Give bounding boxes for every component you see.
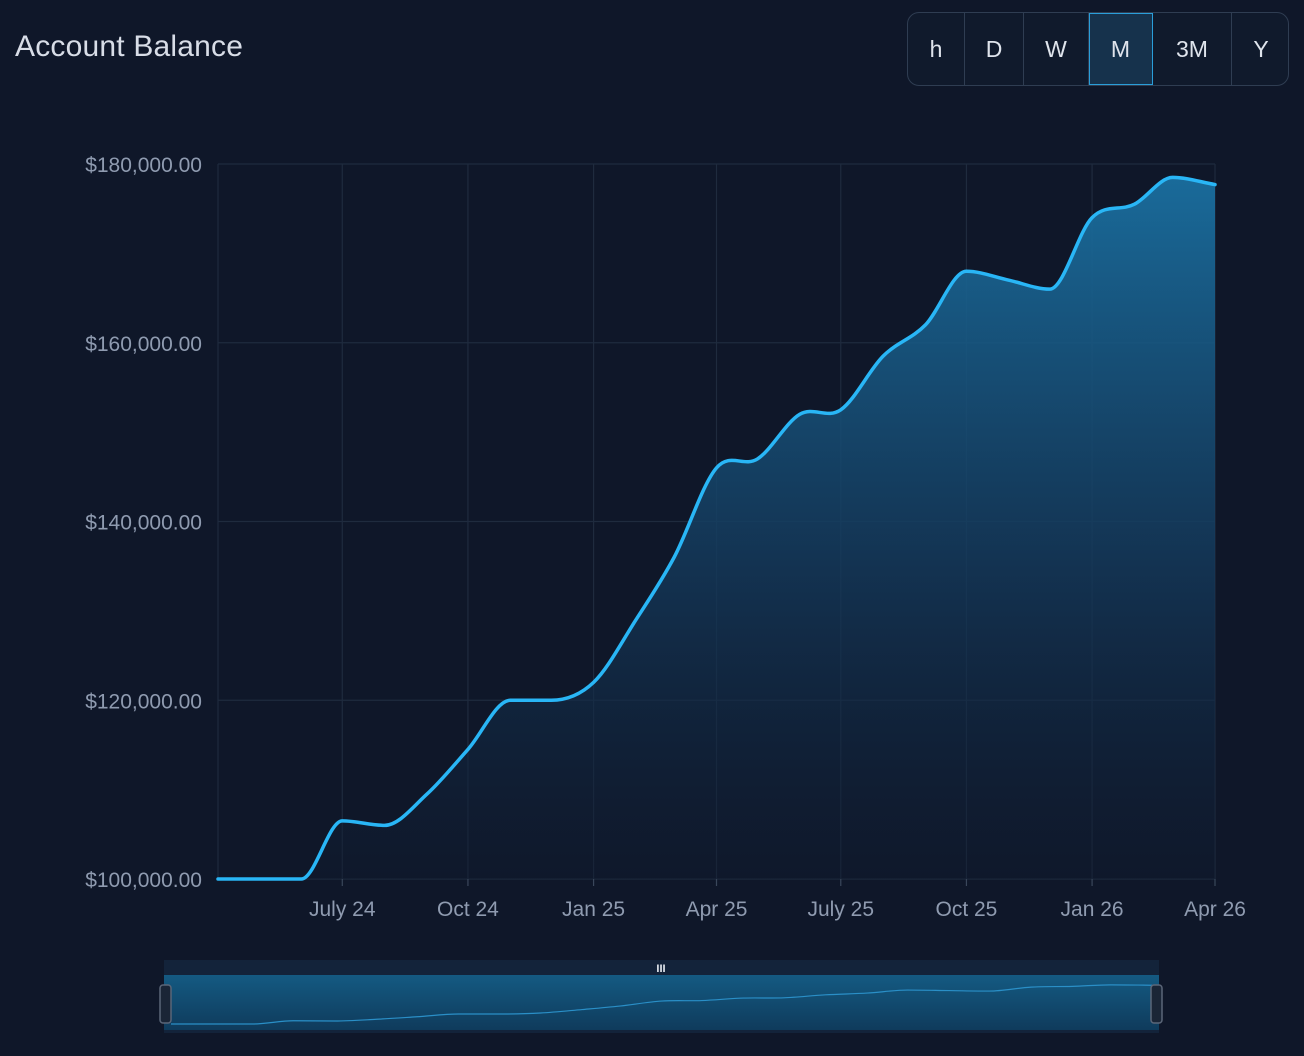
balance-line — [216, 175, 1217, 881]
x-tick-label: Jan 26 — [1061, 898, 1124, 921]
chart-title: Account Balance — [15, 30, 244, 63]
y-axis: $100,000.00 $120,000.00 $140,000.00 $160,00… — [85, 154, 202, 892]
series-area — [218, 177, 1215, 879]
range-button-3m[interactable]: 3M — [1153, 13, 1232, 85]
y-tick-label: $180,000.00 — [85, 154, 202, 177]
range-button-m[interactable]: M — [1089, 13, 1153, 85]
range-selector: h D W M 3M Y — [907, 12, 1289, 86]
x-tick-label: Oct 24 — [437, 898, 499, 921]
x-axis: July 24 Oct 24 Jan 25 Apr 25 July 25 Oct 25 Ja… — [309, 879, 1246, 921]
range-button-w[interactable]: W — [1024, 13, 1089, 85]
navigator-right-handle[interactable] — [1150, 984, 1163, 1024]
x-tick-label: Apr 26 — [1184, 898, 1246, 921]
navigator-window[interactable] — [164, 975, 1159, 1030]
y-tick-label: $100,000.00 — [85, 869, 202, 892]
x-tick-label: Apr 25 — [686, 898, 748, 921]
navigator-grip[interactable]: III — [656, 963, 665, 975]
y-tick-label: $140,000.00 — [85, 512, 202, 535]
series-line — [216, 175, 1217, 881]
navigator-left-handle[interactable] — [159, 984, 172, 1024]
range-button-h[interactable]: h — [908, 13, 965, 85]
balance-area — [218, 177, 1215, 879]
range-button-y[interactable]: Y — [1253, 35, 1269, 62]
x-tick-label: Oct 25 — [935, 898, 997, 921]
x-tick-label: July 24 — [309, 898, 376, 921]
navigator-line — [170, 984, 1153, 1025]
x-tick-label: Jan 25 — [562, 898, 625, 921]
range-navigator[interactable]: III — [159, 960, 1163, 1033]
x-tick-label: July 25 — [808, 898, 875, 921]
range-button-d[interactable]: D — [965, 13, 1024, 85]
y-tick-label: $160,000.00 — [85, 333, 202, 356]
y-tick-label: $120,000.00 — [85, 690, 202, 713]
